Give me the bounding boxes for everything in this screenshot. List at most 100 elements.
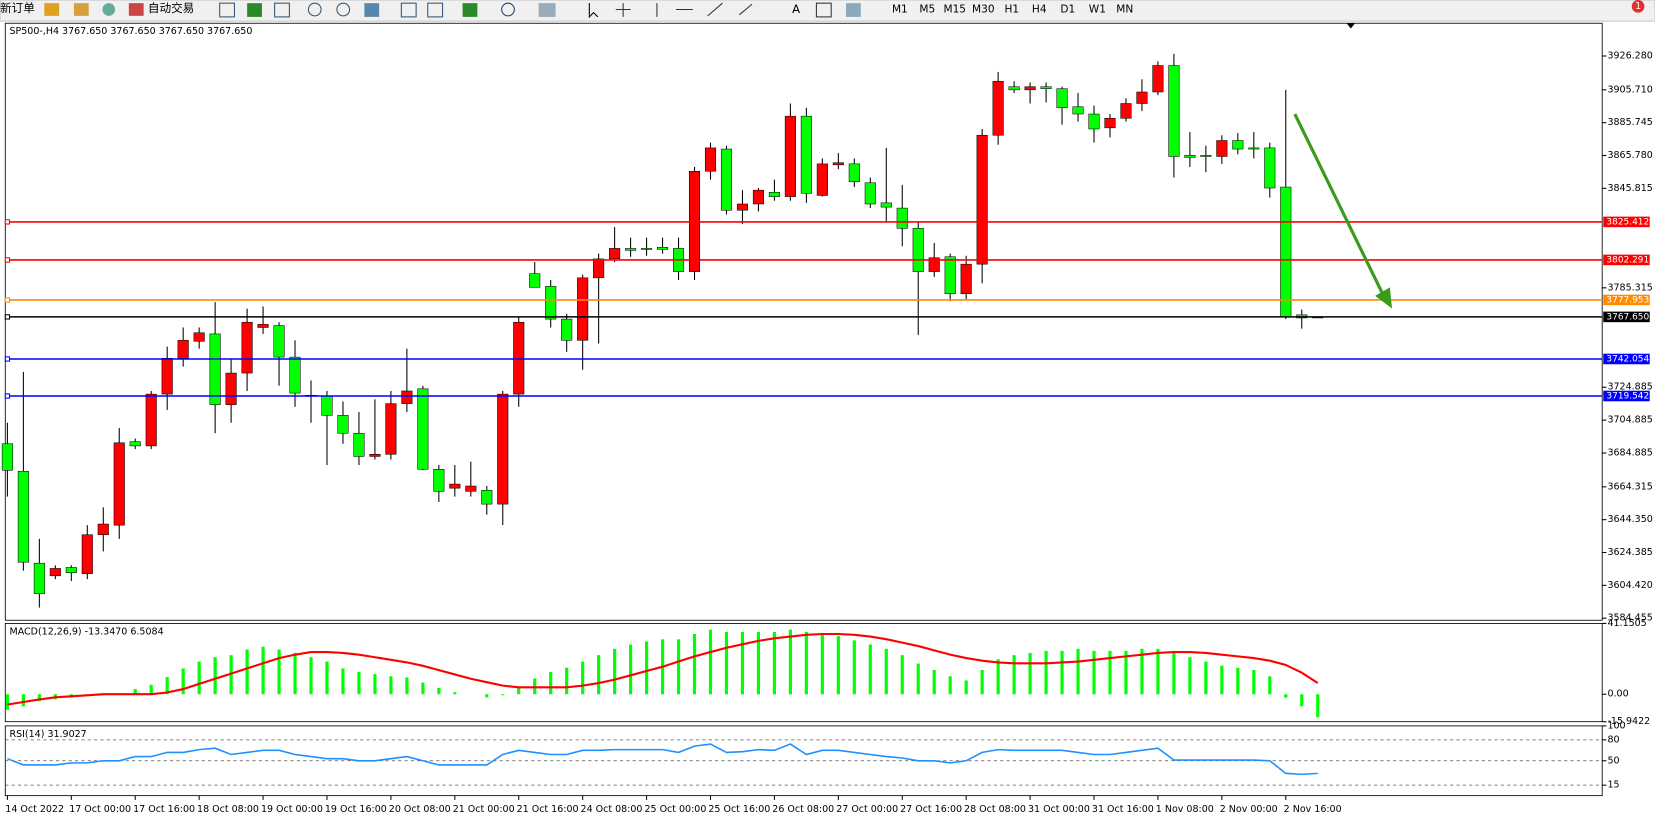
candle-body: [577, 277, 589, 341]
candle-body: [497, 393, 509, 505]
candle-body: [1088, 113, 1100, 130]
candle-body: [529, 273, 541, 288]
candle-body: [385, 403, 397, 455]
candle-body: [960, 263, 972, 295]
macd-bar: [1252, 669, 1256, 695]
level-handle: [4, 219, 11, 225]
level-label: 3719.542: [1606, 392, 1649, 402]
macd-bar: [1236, 667, 1240, 695]
macd-bar: [916, 663, 920, 695]
candle-body: [880, 202, 892, 208]
icon[interactable]: [462, 3, 478, 17]
icon[interactable]: [815, 2, 832, 18]
macd-bar: [1156, 648, 1160, 695]
candle-body: [800, 115, 812, 194]
candle-body: [1056, 88, 1068, 109]
macd-bar: [1124, 650, 1128, 695]
cursor-tool[interactable]: [588, 3, 599, 19]
macd-bar: [1012, 655, 1016, 695]
candle-body: [33, 562, 45, 595]
macd-bar: [133, 689, 137, 695]
macd-bar: [293, 652, 297, 695]
y-tick-label: 41.1505: [1607, 618, 1646, 629]
timeframe-button[interactable]: H4: [1032, 4, 1047, 16]
level-handle: [4, 314, 11, 320]
icon[interactable]: [128, 3, 144, 16]
candle-body: [177, 340, 189, 359]
icon[interactable]: [73, 3, 89, 16]
trend-arrowhead: [1375, 287, 1393, 309]
candle-body: [257, 324, 269, 328]
macd-bar: [597, 655, 601, 695]
timeframe-button[interactable]: M30: [972, 4, 995, 16]
icon[interactable]: [247, 3, 262, 17]
macd-bar: [1300, 694, 1304, 707]
x-tick-label: 2 Nov 16:00: [1284, 804, 1342, 815]
candle-body: [1280, 186, 1292, 318]
macd-bar: [181, 668, 185, 695]
timeframe-button[interactable]: MN: [1116, 4, 1133, 16]
macd-bar: [325, 661, 329, 695]
icon[interactable]: [845, 3, 861, 17]
icon[interactable]: [307, 2, 322, 17]
macd-bar: [5, 694, 9, 710]
candle-body: [401, 390, 413, 404]
candle-body: [321, 395, 333, 416]
level-label: 3777.953: [1606, 295, 1649, 305]
candle-body: [49, 568, 61, 577]
candle-body: [417, 388, 429, 470]
candle-body: [17, 470, 29, 563]
candle-body: [545, 286, 557, 320]
candle-body: [193, 332, 205, 342]
auto-trading[interactable]: 自动交易: [148, 1, 194, 15]
candle-body: [928, 257, 940, 272]
y-tick-label: 3845.815: [1607, 183, 1652, 194]
macd-bar: [1268, 676, 1272, 695]
toolbar: 新订单 自动交易 A M1 M5 M15 M30 H1 H4 D1 W1 MN 1: [0, 0, 1655, 22]
draw-tools[interactable]: [615, 2, 753, 17]
text-tool[interactable]: A: [792, 2, 800, 16]
macd-bar: [229, 655, 233, 695]
icon[interactable]: [538, 3, 556, 17]
macd-bar: [357, 671, 361, 695]
icon[interactable]: [44, 3, 60, 16]
candle-body: [481, 490, 493, 505]
y-tick-label: 3724.885: [1607, 382, 1652, 393]
macd-bar: [1092, 650, 1096, 695]
new-order[interactable]: 新订单: [0, 1, 35, 15]
macd-bar: [245, 649, 249, 695]
icon[interactable]: [219, 2, 235, 18]
timeframe-button[interactable]: M15: [944, 4, 967, 16]
macd-bar: [1044, 650, 1048, 695]
timeframe-button[interactable]: M1: [892, 4, 908, 16]
icon[interactable]: [400, 2, 417, 18]
level-label-bg: [1603, 311, 1650, 323]
level-label-bg: [1603, 353, 1650, 365]
timeframe-button[interactable]: H1: [1004, 4, 1019, 16]
candle-body: [1152, 65, 1164, 93]
level-handle: [4, 356, 11, 362]
icon[interactable]: [336, 2, 351, 17]
macd-bar: [644, 641, 649, 695]
icon[interactable]: [364, 3, 380, 17]
x-tick-label: 27 Oct 00:00: [836, 804, 898, 815]
macd-bar: [948, 676, 952, 695]
candle-body: [1248, 147, 1260, 150]
macd-bar: [1188, 657, 1192, 695]
icon[interactable]: [501, 2, 515, 17]
icon[interactable]: [427, 2, 444, 18]
timeframe-button[interactable]: D1: [1060, 4, 1075, 16]
timeframe-button[interactable]: W1: [1089, 4, 1106, 16]
icon[interactable]: [274, 2, 290, 18]
macd-bar: [740, 631, 745, 695]
x-tick-label: 21 Oct 00:00: [453, 804, 515, 815]
badge[interactable]: [1631, 0, 1645, 13]
y-tick-label: 3785.315: [1607, 282, 1652, 293]
candle-body: [1104, 118, 1116, 129]
y-tick-label: 50: [1607, 755, 1619, 766]
icon[interactable]: [102, 3, 116, 16]
macd-bar: [676, 639, 681, 695]
timeframe-button[interactable]: M5: [919, 4, 935, 16]
level-label-bg: [1603, 254, 1650, 266]
candle-body: [1168, 65, 1180, 157]
